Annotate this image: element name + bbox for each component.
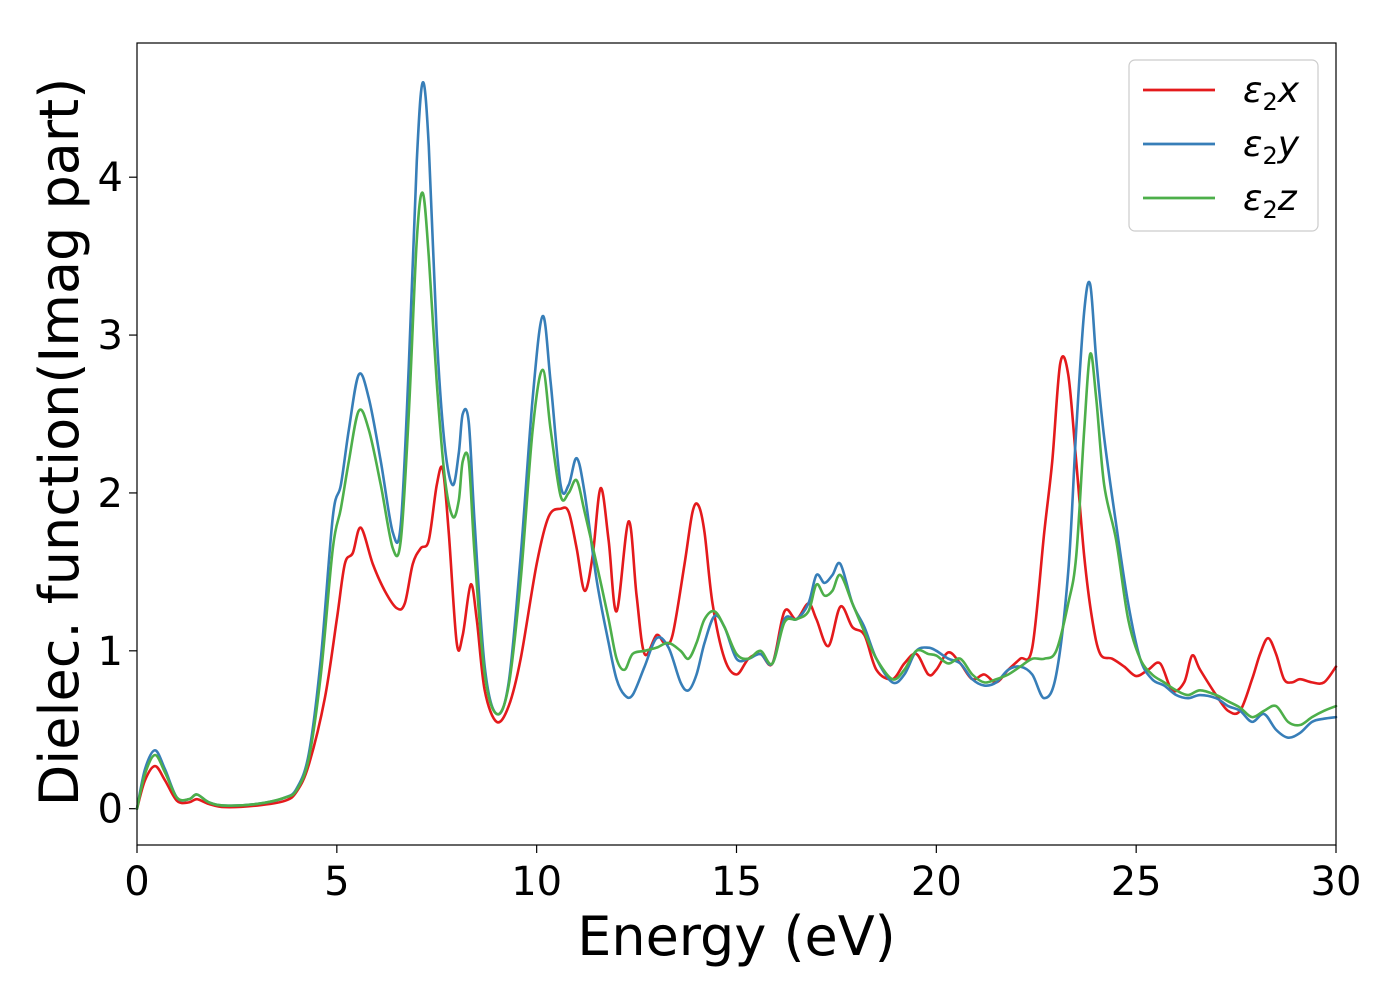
legend-label-z: ε2z xyxy=(1243,178,1298,224)
x-tick-label: 30 xyxy=(1311,859,1362,905)
x-tick-label: 5 xyxy=(324,859,349,905)
legend-label-x: ε2x xyxy=(1243,70,1300,116)
x-axis: 0 5 10 15 20 25 30 xyxy=(124,845,1361,905)
legend-label-suffix: z xyxy=(1277,178,1298,219)
y-tick-label: 3 xyxy=(98,313,123,359)
legend-label-subscript: 2 xyxy=(1262,196,1277,224)
legend-label-subscript: 2 xyxy=(1262,142,1277,170)
x-axis-label: Energy (eV) xyxy=(577,905,896,968)
x-tick-label: 10 xyxy=(511,859,562,905)
legend-label-subscript: 2 xyxy=(1262,88,1277,116)
plot-frame xyxy=(136,42,1337,846)
x-tick-label: 25 xyxy=(1111,859,1162,905)
legend-label-y: ε2y xyxy=(1243,124,1300,170)
series-line-z xyxy=(135,191,1338,810)
legend-label-suffix: x xyxy=(1277,70,1300,111)
legend-label-base: ε xyxy=(1243,124,1262,165)
x-tick-label: 0 xyxy=(124,859,149,905)
y-axis-label: Dielec. function(Imag part) xyxy=(28,78,91,807)
y-tick-label: 1 xyxy=(98,629,123,675)
series-lines xyxy=(135,81,1338,810)
legend-box xyxy=(1128,59,1319,232)
legend-label-base: ε xyxy=(1243,178,1262,219)
y-tick-label: 2 xyxy=(98,471,123,517)
x-tick-label: 20 xyxy=(911,859,962,905)
legend-label-base: ε xyxy=(1243,70,1262,111)
series-line-y xyxy=(135,81,1338,810)
y-tick-label: 4 xyxy=(98,155,123,201)
series-line-x xyxy=(135,355,1338,810)
y-tick-label: 0 xyxy=(98,787,123,833)
legend-label-suffix: y xyxy=(1277,124,1300,165)
x-tick-label: 15 xyxy=(711,859,762,905)
y-axis: 0 1 2 3 4 xyxy=(98,155,137,833)
